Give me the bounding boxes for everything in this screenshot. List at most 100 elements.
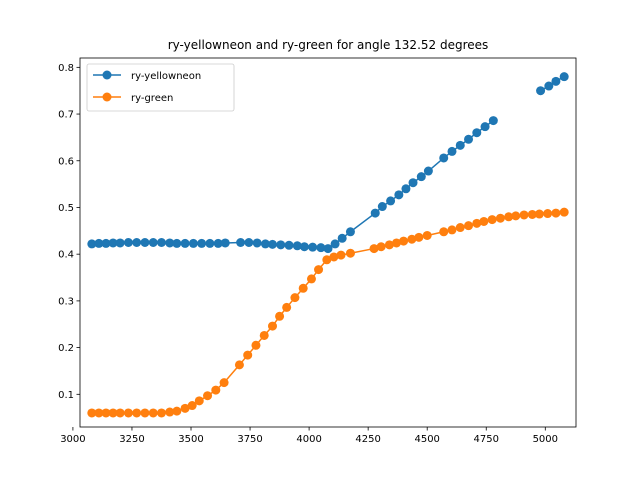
- x-tick-label: 3500: [178, 434, 203, 445]
- data-point-ry-green: [187, 401, 197, 411]
- data-point-ry-yellowneon: [172, 238, 182, 248]
- data-point-ry-green: [314, 265, 324, 275]
- y-tick-label: 0.3: [58, 296, 74, 307]
- data-point-ry-green: [306, 274, 316, 284]
- data-point-ry-green: [559, 207, 569, 217]
- data-point-ry-green: [399, 236, 409, 246]
- data-point-ry-yellowneon: [123, 238, 133, 247]
- data-point-ry-green: [132, 408, 142, 418]
- data-point-ry-green: [345, 248, 355, 258]
- x-tick-label: 3250: [119, 434, 144, 445]
- data-point-ry-green: [369, 244, 379, 254]
- data-point-ry-yellowneon: [132, 238, 142, 247]
- data-point-ry-green: [219, 378, 229, 388]
- data-point-ry-green: [407, 234, 417, 244]
- data-point-ry-green: [298, 283, 308, 293]
- legend-label-green: ry-green: [131, 93, 173, 104]
- data-point-ry-yellowneon: [87, 239, 97, 249]
- data-point-ry-green: [455, 223, 465, 233]
- data-point-ry-green: [519, 210, 529, 220]
- data-point-ry-yellowneon: [536, 86, 546, 96]
- y-tick-label: 0.4: [58, 250, 74, 261]
- data-point-ry-green: [123, 408, 133, 418]
- data-point-ry-green: [243, 350, 253, 360]
- data-point-ry-green: [259, 330, 269, 340]
- x-tick-label: 3750: [237, 434, 262, 445]
- data-point-ry-green: [422, 230, 432, 240]
- data-point-ry-yellowneon: [292, 241, 302, 251]
- data-point-ry-yellowneon: [148, 238, 158, 247]
- legend-label-yellowneon: ry-yellowneon: [131, 71, 201, 82]
- data-point-ry-yellowneon: [345, 227, 355, 237]
- data-point-ry-yellowneon: [394, 190, 404, 200]
- data-point-ry-yellowneon: [447, 146, 457, 156]
- data-point-ry-yellowneon: [464, 134, 474, 144]
- y-tick-label: 0.8: [58, 63, 74, 74]
- data-point-ry-green: [322, 255, 332, 265]
- data-point-ry-yellowneon: [330, 239, 340, 249]
- legend-box: [86, 63, 235, 112]
- y-tick-label: 0.5: [58, 203, 74, 214]
- data-point-ry-yellowneon: [205, 238, 215, 248]
- data-point-ry-yellowneon: [488, 116, 498, 126]
- data-point-ry-green: [108, 408, 118, 418]
- data-point-ry-green: [140, 408, 150, 418]
- data-point-ry-green: [447, 225, 457, 235]
- data-point-ry-yellowneon: [115, 238, 125, 248]
- y-tick-label: 0.7: [58, 110, 74, 121]
- data-point-ry-yellowneon: [165, 238, 175, 248]
- data-point-ry-yellowneon: [188, 238, 198, 248]
- data-point-ry-yellowneon: [236, 238, 246, 247]
- data-point-ry-yellowneon: [472, 128, 482, 138]
- data-point-ry-green: [511, 211, 521, 221]
- data-point-ry-green: [194, 396, 204, 406]
- data-point-ry-green: [504, 212, 514, 222]
- x-tick-label: 4500: [414, 434, 439, 445]
- data-point-ry-yellowneon: [455, 140, 465, 150]
- x-axis: 3000 3250 3500 3750 4000 4250 4500 4750 5000: [60, 427, 558, 445]
- data-point-ry-green: [148, 408, 158, 418]
- data-point-ry-green: [464, 221, 474, 231]
- data-point-ry-yellowneon: [416, 172, 426, 182]
- data-point-ry-green: [180, 403, 190, 413]
- data-point-ry-green: [495, 213, 505, 223]
- x-tick-label: 5000: [533, 434, 558, 445]
- x-tick-label: 3000: [60, 434, 85, 445]
- data-point-ry-yellowneon: [213, 238, 223, 248]
- data-point-ry-yellowneon: [284, 240, 294, 250]
- data-point-ry-yellowneon: [299, 242, 309, 252]
- data-point-ry-green: [336, 250, 346, 260]
- data-point-ry-green: [290, 293, 300, 303]
- data-point-ry-green: [115, 408, 125, 418]
- x-tick-label: 4250: [355, 434, 380, 445]
- data-point-ry-yellowneon: [480, 122, 490, 132]
- legend: ry-yellowneon ry-green: [86, 63, 235, 112]
- data-point-ry-yellowneon: [423, 166, 433, 176]
- data-point-ry-yellowneon: [268, 239, 277, 249]
- data-point-ry-green: [172, 406, 182, 416]
- data-point-ry-yellowneon: [308, 242, 318, 252]
- data-point-ry-green: [282, 302, 292, 312]
- data-point-ry-yellowneon: [316, 243, 326, 253]
- data-point-ry-green: [487, 215, 497, 225]
- data-point-ry-yellowneon: [94, 238, 104, 248]
- data-point-ry-green: [439, 227, 449, 237]
- data-point-ry-green: [534, 209, 544, 219]
- data-point-ry-yellowneon: [337, 233, 347, 243]
- data-point-ry-yellowneon: [408, 178, 418, 188]
- data-point-ry-yellowneon: [544, 81, 554, 91]
- data-point-ry-yellowneon: [244, 238, 254, 247]
- data-point-ry-green: [414, 232, 424, 242]
- series-layer: [87, 72, 569, 418]
- data-point-ry-green: [392, 238, 401, 248]
- data-point-ry-yellowneon: [140, 238, 150, 247]
- data-point-ry-green: [165, 407, 175, 417]
- data-point-ry-green: [275, 311, 285, 321]
- data-point-ry-green: [203, 391, 213, 401]
- data-point-ry-yellowneon: [101, 238, 111, 248]
- series-line-ry-yellowneon: [91, 119, 494, 250]
- data-point-ry-yellowneon: [260, 239, 270, 249]
- data-point-ry-yellowneon: [439, 153, 449, 163]
- data-point-ry-yellowneon: [252, 238, 262, 248]
